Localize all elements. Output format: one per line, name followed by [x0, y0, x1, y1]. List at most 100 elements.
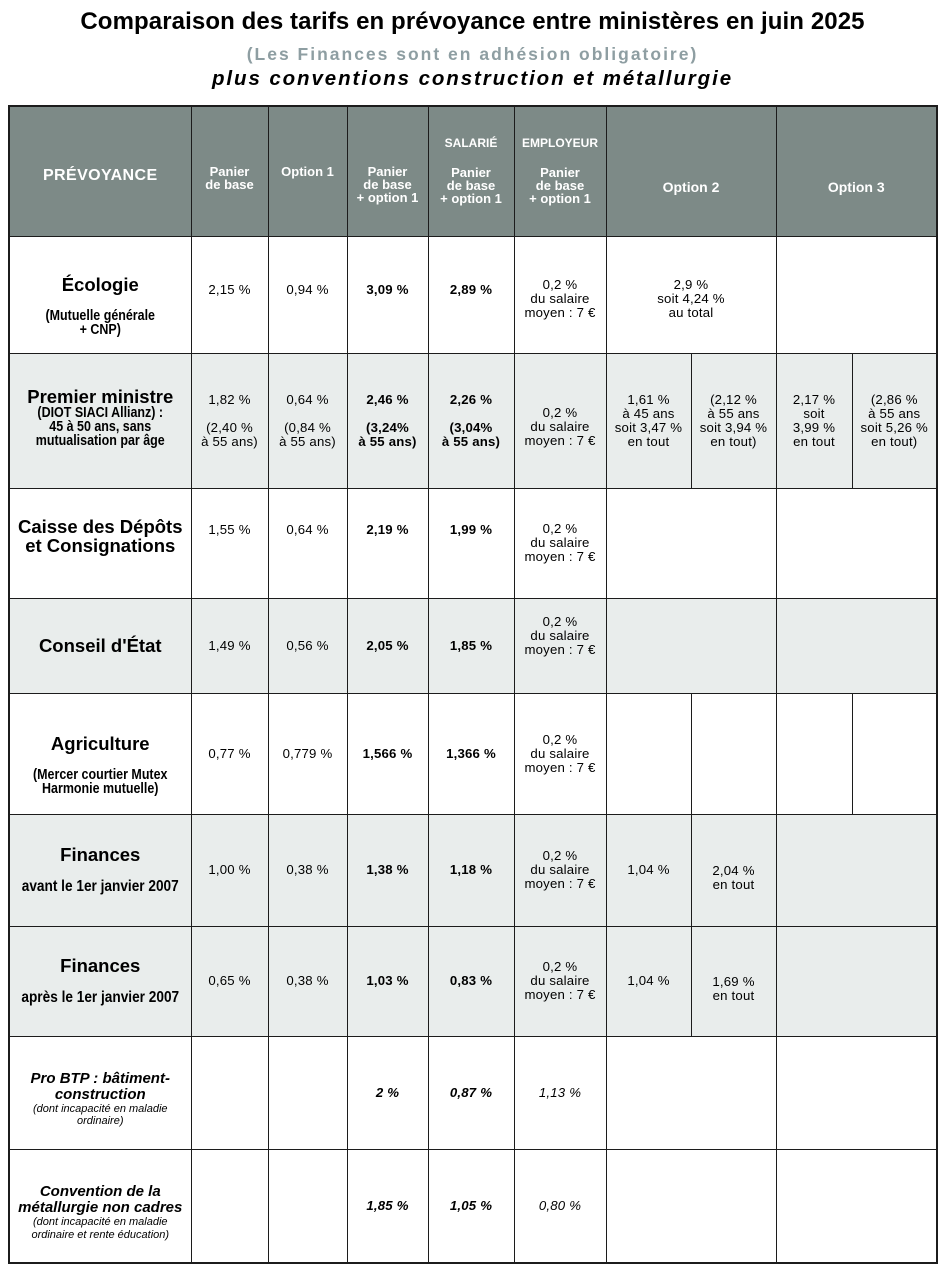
cell-pro-btp-0 — [190, 1035, 269, 1150]
row-label-agriculture: Agriculture (Mercer courtier Mutex Harmon… — [8, 692, 192, 815]
cell-convention-metallurgie-0 — [190, 1148, 269, 1264]
prevoyance-table: PRÉVOYANCE Panier de base Option 1 Panie… — [8, 105, 938, 1264]
cell-ecologie-5: 2,9 % soit 4,24 % au total — [605, 235, 777, 354]
row-label-line: (dont incapacité en maladie ordinaire et… — [31, 1216, 170, 1241]
cell-agriculture-4: 0,2 % du salaire moyen : 7 € — [513, 692, 607, 815]
row-label-line: (DIOT SIACI Allianz) : 45 à 50 ans, sans… — [35, 405, 165, 449]
header-option-1: Option 1 — [267, 105, 348, 237]
row-label-line — [10, 975, 190, 989]
cell-conseil-detat-4: 0,2 % du salaire moyen : 7 € — [513, 597, 607, 694]
row-label-finances-apres-2007: Finances après le 1er janvier 2007 — [8, 925, 192, 1037]
header-option-2: Option 2 — [605, 105, 777, 237]
cell-premier-ministre-3: 2,26 % (3,04% à 55 ans) — [427, 352, 515, 489]
header-salarie: SALARIÉ Panier de base + option 1 — [427, 105, 515, 237]
cell-premier-ministre-5: 1,61 % à 45 ans soit 3,47 % en tout — [605, 352, 692, 489]
row-label-convention-metallurgie: Convention de la métallurgie non cadres(… — [8, 1148, 192, 1264]
header-employeur: EMPLOYEUR Panier de base + option 1 — [513, 105, 607, 237]
cell-conseil-detat-2: 2,05 % — [346, 597, 429, 694]
cell-ecologie-1: 0,94 % — [267, 235, 348, 354]
row-label-line: (Mutuelle générale + CNP) — [45, 307, 155, 338]
row-label-line: Écologie — [61, 273, 139, 295]
table-header-row: PRÉVOYANCE Panier de base Option 1 Panie… — [8, 105, 938, 237]
cell-premier-ministre-8: (2,86 % à 55 ans soit 5,26 % en tout) — [851, 352, 938, 489]
cell-ecologie-2: 3,09 % — [346, 235, 429, 354]
row-label-pro-btp: Pro BTP : bâtiment- construction (dont in… — [8, 1035, 192, 1150]
header-salarie-label: Panier de base + option 1 — [440, 165, 502, 206]
cell-caisse-des-depots-6 — [775, 487, 938, 599]
cell-agriculture-5 — [605, 692, 692, 815]
row-label-caisse-des-depots: Caisse des Dépôts et Consignations — [8, 487, 192, 599]
cell-convention-metallurgie-4: 0,80 % — [513, 1148, 607, 1264]
header-option-3: Option 3 — [775, 105, 938, 237]
row-label-premier-ministre: Premier ministre (DIOT SIACI Allianz) : 4… — [8, 352, 192, 489]
table-row-finances-apres-2007: Finances après le 1er janvier 2007 0,65 % 0… — [8, 925, 938, 1037]
cell-ecologie-0: 2,15 % — [190, 235, 269, 354]
header-employeur-label: Panier de base + option 1 — [529, 165, 591, 206]
row-label-line — [10, 864, 190, 878]
cell-convention-metallurgie-2: 1,85 % — [346, 1148, 429, 1264]
cell-premier-ministre-0: 1,82 % (2,40 % à 55 ans) — [190, 352, 269, 489]
table-row-agriculture: Agriculture (Mercer courtier Mutex Harmon… — [8, 692, 938, 815]
table-row-pro-btp: Pro BTP : bâtiment- construction (dont in… — [8, 1035, 938, 1150]
cell-finances-avant-2007-1: 0,38 % — [267, 813, 348, 927]
row-label-line: Convention de la métallurgie non cadres — [18, 1183, 183, 1217]
cell-conseil-detat-0: 1,49 % — [190, 597, 269, 694]
table-row-ecologie: Écologie (Mutuelle générale + CNP) 2,15 % 0… — [8, 235, 938, 354]
table-row-convention-metallurgie: Convention de la métallurgie non cadres(… — [8, 1148, 938, 1264]
cell-convention-metallurgie-3: 1,05 % — [427, 1148, 515, 1264]
cell-finances-avant-2007-5: 1,04 % — [605, 813, 692, 927]
cell-caisse-des-depots-5 — [605, 487, 777, 599]
cell-caisse-des-depots-3: 1,99 % — [427, 487, 515, 599]
cell-finances-avant-2007-4: 0,2 % du salaire moyen : 7 € — [513, 813, 607, 927]
page-title: Comparaison des tarifs en prévoyance ent… — [80, 8, 865, 35]
cell-pro-btp-6 — [775, 1035, 938, 1150]
header-panier-de-base: Panier de base — [190, 105, 269, 237]
cell-conseil-detat-5 — [605, 597, 777, 694]
cell-premier-ministre-6: (2,12 % à 55 ans soit 3,94 % en tout) — [690, 352, 777, 489]
header-salarie-caption: SALARIÉ — [444, 136, 498, 150]
row-label-line: Pro BTP : bâtiment- construction — [30, 1069, 170, 1103]
cell-finances-apres-2007-3: 0,83 % — [427, 925, 515, 1037]
cell-convention-metallurgie-6 — [775, 1148, 938, 1264]
row-label-finances-avant-2007: Finances avant le 1er janvier 2007 — [8, 813, 192, 927]
cell-finances-avant-2007-6: 2,04 % en tout — [690, 813, 777, 927]
cell-pro-btp-5 — [605, 1035, 777, 1150]
header-employeur-caption: EMPLOYEUR — [521, 136, 598, 150]
row-label-line: Caisse des Dépôts et Consignations — [17, 515, 183, 556]
table-row-premier-ministre: Premier ministre (DIOT SIACI Allianz) : 4… — [8, 352, 938, 489]
cell-agriculture-7 — [775, 692, 853, 815]
header-panier-option-1: Panier de base + option 1 — [346, 105, 429, 237]
cell-premier-ministre-7: 2,17 % soit 3,99 % en tout — [775, 352, 853, 489]
cell-finances-avant-2007-0: 1,00 % — [190, 813, 269, 927]
cell-pro-btp-3: 0,87 % — [427, 1035, 515, 1150]
cell-finances-apres-2007-4: 0,2 % du salaire moyen : 7 € — [513, 925, 607, 1037]
cell-pro-btp-2: 2 % — [346, 1035, 429, 1150]
cell-premier-ministre-4: 0,2 % du salaire moyen : 7 € — [513, 352, 607, 489]
cell-finances-apres-2007-5: 1,04 % — [605, 925, 692, 1037]
cell-finances-apres-2007-2: 1,03 % — [346, 925, 429, 1037]
cell-agriculture-1: 0,779 % — [267, 692, 348, 815]
cell-premier-ministre-2: 2,46 % (3,24% à 55 ans) — [346, 352, 429, 489]
header-prevoyance: PRÉVOYANCE — [8, 105, 192, 237]
cell-finances-avant-2007-3: 1,18 % — [427, 813, 515, 927]
cell-premier-ministre-1: 0,64 % (0,84 % à 55 ans) — [267, 352, 348, 489]
table-row-conseil-detat: Conseil d'État 1,49 % 0,56 % 2,05 % 1,85 % 0,… — [8, 597, 938, 694]
row-label-conseil-detat: Conseil d'État — [8, 597, 192, 694]
table-row-caisse-des-depots: Caisse des Dépôts et Consignations 1,55 %… — [8, 487, 938, 599]
table-row-finances-avant-2007: Finances avant le 1er janvier 2007 1,00 % 0… — [8, 813, 938, 927]
row-label-line: (dont incapacité en maladie ordinaire) — [32, 1102, 168, 1128]
cell-convention-metallurgie-5 — [605, 1148, 777, 1264]
cell-agriculture-0: 0,77 % — [190, 692, 269, 815]
page-subtitle-conventions: plus conventions construction et métallu… — [212, 67, 733, 90]
cell-finances-apres-2007-1: 0,38 % — [267, 925, 348, 1037]
cell-finances-avant-2007-2: 1,38 % — [346, 813, 429, 927]
cell-agriculture-2: 1,566 % — [346, 692, 429, 815]
row-label-line: Finances — [60, 954, 141, 976]
cell-ecologie-3: 2,89 % — [427, 235, 515, 354]
cell-agriculture-3: 1,366 % — [427, 692, 515, 815]
cell-caisse-des-depots-4: 0,2 % du salaire moyen : 7 € — [513, 487, 607, 599]
row-label-line — [10, 294, 190, 309]
cell-finances-apres-2007-6: 1,69 % en tout — [690, 925, 777, 1037]
cell-conseil-detat-3: 1,85 % — [427, 597, 515, 694]
cell-agriculture-8 — [851, 692, 938, 815]
